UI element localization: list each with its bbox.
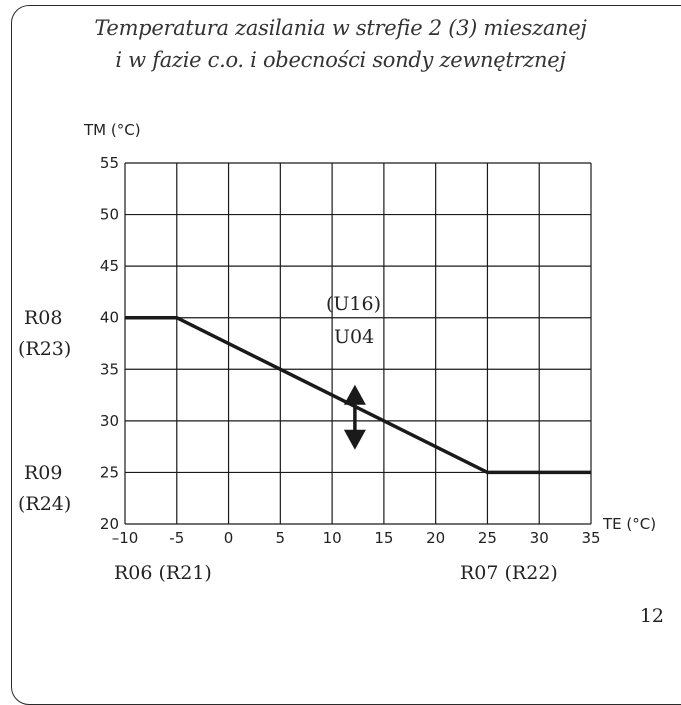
x-tick-label: 35 bbox=[581, 529, 600, 547]
annotation-r23: (R23) bbox=[18, 338, 71, 360]
annotation-u16: (U16) bbox=[326, 293, 381, 315]
page-number: 12 bbox=[639, 605, 664, 627]
annotation-u04: U04 bbox=[334, 326, 374, 348]
series-line bbox=[125, 315, 591, 475]
x-tick-label: 0 bbox=[224, 529, 234, 547]
annotation-r08: R08 bbox=[24, 307, 62, 329]
x-tick-label: –10 bbox=[112, 529, 139, 547]
x-axis-label: TE (°C) bbox=[602, 515, 656, 533]
y-tick-label: 45 bbox=[100, 257, 119, 275]
annotation-r06-r21: R06 (R21) bbox=[114, 562, 212, 584]
y-tick-label: 35 bbox=[100, 360, 119, 378]
arrow-head-down bbox=[343, 429, 366, 450]
arrow-head-up bbox=[343, 384, 366, 405]
chart-title-line-2: i w fazie c.o. i obecności sondy zewnętr… bbox=[115, 48, 566, 72]
y-tick-label: 40 bbox=[100, 309, 119, 327]
x-tick-label: 25 bbox=[478, 529, 497, 547]
x-tick-label: 5 bbox=[276, 529, 286, 547]
y-tick-label: 55 bbox=[100, 154, 119, 172]
x-tick-label: 30 bbox=[530, 529, 549, 547]
chart-title-line-1: Temperatura zasilania w strefie 2 (3) mi… bbox=[94, 16, 587, 40]
annotation-r07-r22: R07 (R22) bbox=[460, 562, 558, 584]
x-tick-label: 15 bbox=[374, 529, 393, 547]
y-tick-label: 30 bbox=[100, 412, 119, 430]
chart-grid: –10 -5 0 5 10 15 20 25 30 35 20 25 30 35 40 45 50 55 bbox=[100, 154, 601, 547]
y-tick-label: 50 bbox=[100, 206, 119, 224]
x-tick-label: 10 bbox=[323, 529, 342, 547]
y-tick-label: 25 bbox=[100, 463, 119, 481]
heating-curve-chart: –10 -5 0 5 10 15 20 25 30 35 20 25 30 35 40 45 50 55 TM (… bbox=[18, 121, 656, 584]
chart-labels: TM (°C) TE (°C) R08 (R23) R09 (R24) R06 … bbox=[18, 121, 656, 584]
annotation-r09: R09 bbox=[24, 462, 62, 484]
x-tick-label: -5 bbox=[169, 529, 184, 547]
chart-series bbox=[125, 315, 591, 475]
x-tick-label: 20 bbox=[426, 529, 445, 547]
y-tick-label: 20 bbox=[100, 515, 119, 533]
y-axis-label: TM (°C) bbox=[83, 121, 141, 139]
annotation-r24: (R24) bbox=[18, 493, 71, 515]
adjustment-arrow bbox=[343, 384, 366, 450]
